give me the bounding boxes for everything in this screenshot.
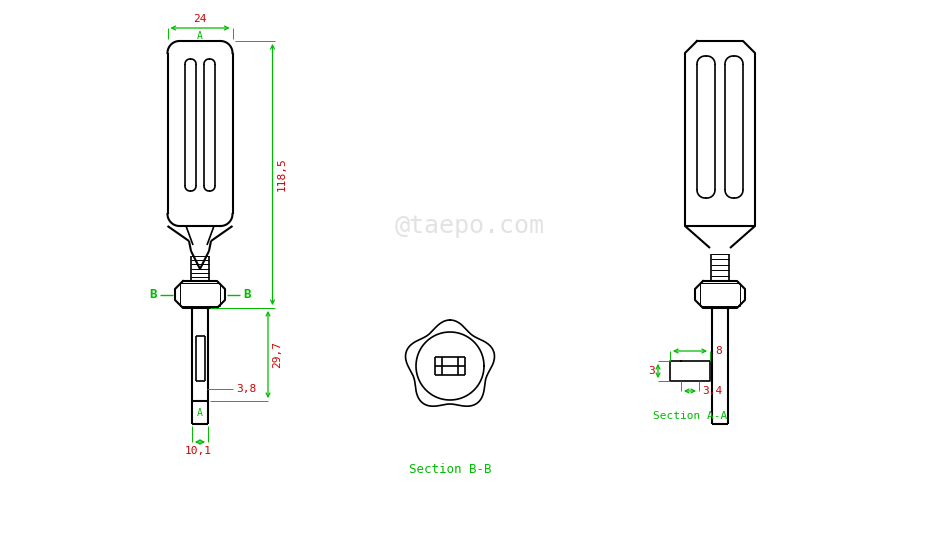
Text: A: A	[197, 31, 203, 41]
Text: 118,5: 118,5	[276, 158, 287, 191]
Text: 24: 24	[193, 14, 207, 24]
Text: Section A-A: Section A-A	[653, 411, 727, 421]
Text: 3: 3	[648, 366, 655, 376]
Text: 3,4: 3,4	[702, 386, 723, 396]
Text: @taepo.com: @taepo.com	[395, 214, 545, 238]
Text: 29,7: 29,7	[272, 341, 282, 368]
Text: B: B	[243, 288, 250, 301]
Text: 8: 8	[715, 346, 722, 356]
Text: A: A	[197, 408, 203, 418]
Text: B: B	[149, 288, 157, 301]
Text: 3,8: 3,8	[236, 384, 256, 394]
Text: Section B-B: Section B-B	[408, 463, 491, 476]
Text: 10,1: 10,1	[185, 446, 211, 456]
